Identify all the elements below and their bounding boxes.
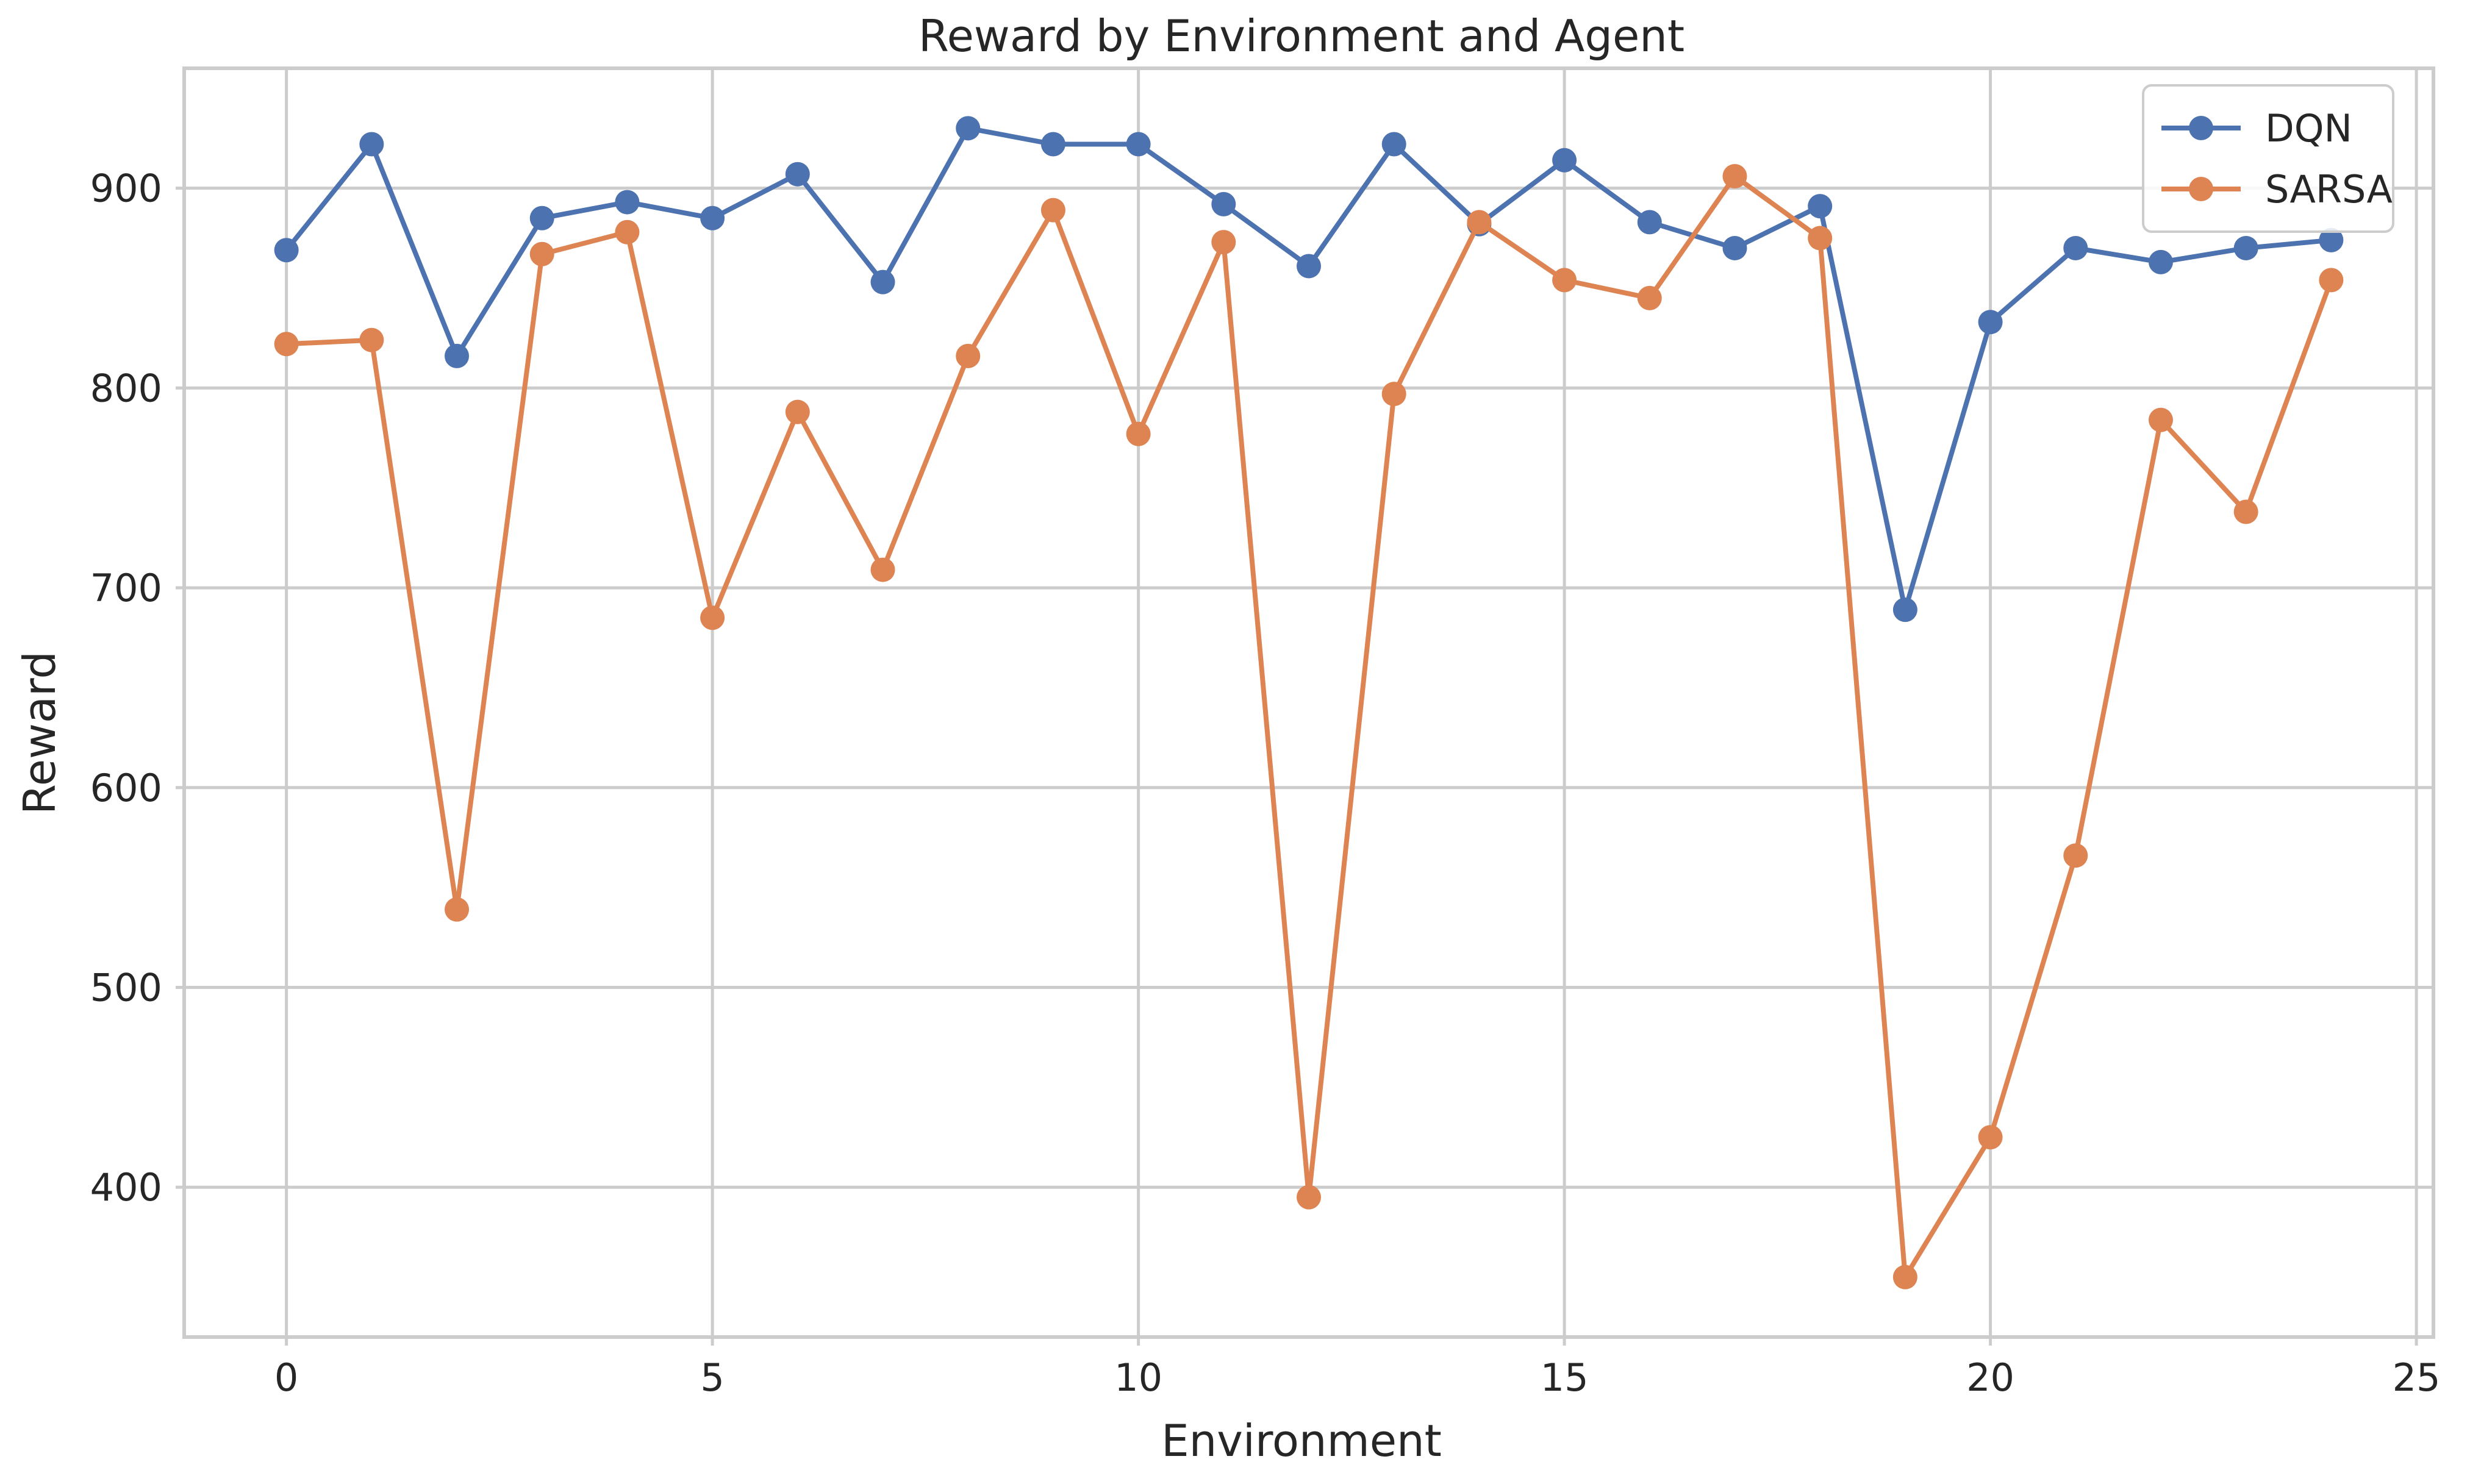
data-point xyxy=(1552,268,1577,293)
data-point xyxy=(1126,421,1151,446)
x-tick-label: 10 xyxy=(1114,1355,1162,1400)
data-point xyxy=(1552,148,1577,173)
data-point xyxy=(1978,1125,2003,1150)
legend-label: SARSA xyxy=(2265,167,2393,212)
data-point xyxy=(2063,843,2088,868)
data-point xyxy=(2148,407,2173,432)
data-point xyxy=(359,132,384,157)
x-tick-label: 0 xyxy=(274,1355,298,1400)
data-point xyxy=(1467,210,1492,235)
y-axis-label: Reward xyxy=(14,651,65,815)
series-line xyxy=(284,126,2332,613)
data-point xyxy=(956,116,981,141)
series-group xyxy=(274,116,2344,1290)
grid xyxy=(184,68,2433,1337)
data-point xyxy=(870,557,895,582)
x-tick-label: 20 xyxy=(1966,1355,2014,1400)
data-point xyxy=(1126,132,1151,157)
y-tick-label: 500 xyxy=(90,965,162,1010)
data-point xyxy=(956,343,981,368)
data-point xyxy=(1722,235,1747,260)
y-tick-label: 800 xyxy=(90,366,162,410)
data-point xyxy=(1297,254,1321,279)
data-point xyxy=(1381,382,1406,407)
data-point xyxy=(1040,132,1065,157)
data-point xyxy=(1808,194,1833,219)
data-point xyxy=(2063,235,2088,260)
data-point xyxy=(2233,499,2258,524)
x-axis-label: Environment xyxy=(1161,1415,1442,1466)
series-dqn xyxy=(274,116,2344,622)
data-point xyxy=(2319,227,2344,252)
legend-label: DQN xyxy=(2265,106,2352,151)
data-point xyxy=(274,332,299,357)
data-point xyxy=(785,162,810,187)
data-point xyxy=(615,219,640,244)
legend-marker xyxy=(2189,177,2213,201)
y-tick-label: 900 xyxy=(90,166,162,211)
data-point xyxy=(785,399,810,424)
data-point xyxy=(529,241,554,266)
data-point xyxy=(1297,1185,1321,1210)
data-point xyxy=(529,205,554,230)
data-point xyxy=(1978,310,2003,335)
legend-marker xyxy=(2189,116,2213,140)
data-point xyxy=(2319,268,2344,293)
data-point xyxy=(1040,198,1065,223)
y-tick-label: 400 xyxy=(90,1165,162,1210)
data-point xyxy=(1892,598,1917,622)
legend-item: SARSA xyxy=(2161,167,2393,212)
x-tick-label: 25 xyxy=(2393,1355,2441,1400)
series-line xyxy=(286,173,2334,1280)
data-point xyxy=(1808,226,1833,251)
chart-title: Reward by Environment and Agent xyxy=(918,10,1684,62)
data-point xyxy=(1381,132,1406,157)
data-point xyxy=(1211,191,1236,216)
data-point xyxy=(1211,230,1236,255)
x-tick-label: 15 xyxy=(1541,1355,1589,1400)
x-tick-label: 5 xyxy=(700,1355,724,1400)
data-point xyxy=(1722,163,1747,188)
y-tick-label: 600 xyxy=(90,766,162,810)
data-point xyxy=(1637,285,1662,310)
data-point xyxy=(274,238,299,263)
data-point xyxy=(700,605,725,630)
data-point xyxy=(445,897,470,922)
series-sarsa xyxy=(274,163,2344,1290)
data-point xyxy=(1892,1265,1917,1290)
data-point xyxy=(2233,235,2258,260)
data-point xyxy=(700,205,725,230)
data-point xyxy=(615,190,640,215)
legend-item: DQN xyxy=(2161,106,2352,151)
legend: DQN SARSA xyxy=(2142,84,2394,233)
data-point xyxy=(2148,249,2173,274)
data-point xyxy=(870,269,895,294)
axes-frame xyxy=(182,66,2435,1339)
y-tick-label: 700 xyxy=(90,566,162,610)
data-point xyxy=(1637,210,1662,235)
data-point xyxy=(359,327,384,352)
data-point xyxy=(445,343,470,368)
plot-frame xyxy=(182,66,2435,1339)
axis-ticks: 0 5 10 15 20 25 400 500 600 700 800 900 xyxy=(90,166,2441,1400)
